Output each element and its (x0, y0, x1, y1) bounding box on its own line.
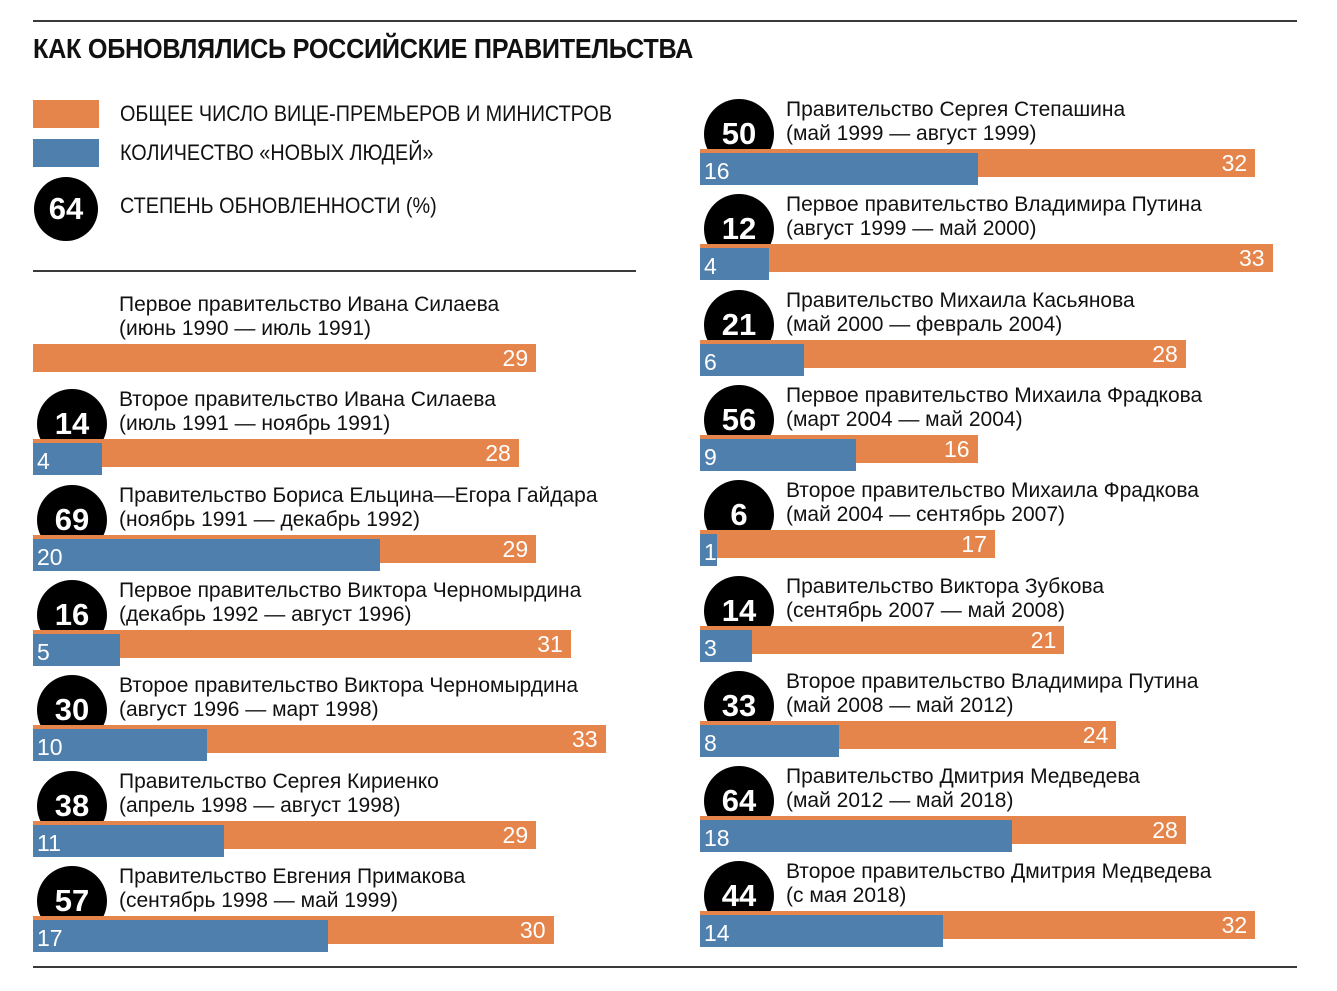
bar-new (700, 248, 770, 281)
government-period: (ноябрь 1991 — декабрь 1992) (119, 507, 420, 531)
bar-new (700, 724, 839, 757)
government-period: (май 2000 — февраль 2004) (786, 312, 1063, 336)
bar-new-label: 5 (37, 638, 50, 665)
bar-total-label: 32 (1221, 912, 1248, 939)
bar-new-label: 6 (704, 348, 717, 375)
government-period: (апрель 1998 — август 1998) (119, 793, 401, 817)
legend-label-total: ОБЩЕЕ ЧИСЛО ВИЦЕ-ПРЕМЬЕРОВ И МИНИСТРОВ (120, 101, 613, 126)
bar-new-label: 4 (37, 448, 50, 475)
bar-new (700, 343, 805, 376)
bar-new-label: 17 (37, 924, 63, 951)
bar-total (33, 629, 571, 658)
government-period: (июль 1991 — ноябрь 1991) (119, 412, 391, 436)
bar-total-label: 32 (1221, 150, 1248, 176)
bar-new (33, 729, 207, 762)
government-name: Правительство Бориса Ельцина—Егора Гайда… (119, 483, 598, 507)
bar-total (33, 344, 537, 372)
government-period: (май 2008 — май 2012) (786, 693, 1014, 717)
bar-new (700, 153, 978, 185)
bar-total-label: 28 (485, 440, 511, 467)
bar-total-label: 24 (1082, 721, 1109, 748)
government-name: Правительство Сергея Степашина (786, 98, 1126, 121)
bar-total-label: 17 (961, 531, 987, 558)
legend-swatch-total (33, 100, 99, 128)
government-name: Правительство Виктора Зубкова (786, 574, 1105, 598)
bar-new (33, 633, 120, 666)
government-name: Правительство Сергея Кириенко (119, 769, 439, 793)
chart-title: КАК ОБНОВЛЯЛИСЬ РОССИЙСКИЕ ПРАВИТЕЛЬСТВА (33, 33, 694, 64)
bar-total-label: 28 (1152, 817, 1178, 844)
government-period: (сентябрь 1998 — май 1999) (119, 888, 399, 912)
bar-total-label: 29 (502, 535, 529, 562)
government-period: (сентябрь 2007 — май 2008) (786, 598, 1066, 622)
bar-new-label: 10 (37, 734, 63, 761)
bar-new-label: 11 (37, 829, 61, 856)
government-name: Правительство Михаила Касьянова (786, 288, 1135, 312)
bar-new-label: 16 (704, 158, 730, 184)
bar-new (700, 820, 1013, 853)
legend-swatch-new (33, 139, 99, 167)
government-period: (июнь 1990 — июль 1991) (119, 317, 371, 340)
bar-total (33, 439, 519, 468)
bar-new-label: 20 (37, 543, 63, 570)
bar-new (33, 538, 380, 571)
government-name: Второе правительство Михаила Фрадкова (786, 479, 1199, 503)
government-period: (август 1999 — май 2000) (786, 217, 1037, 241)
bar-new (700, 438, 857, 471)
bar-new (33, 824, 224, 857)
government-name: Правительство Евгения Примакова (119, 864, 466, 888)
bar-total-label: 30 (519, 916, 546, 943)
bar-new (700, 915, 943, 948)
bar-new (33, 919, 328, 952)
government-period: (с мая 2018) (786, 884, 907, 908)
government-name: Второе правительство Дмитрия Медведева (786, 860, 1212, 884)
government-name: Второе правительство Ивана Силаева (119, 388, 496, 412)
government-period: (май 2004 — сентябрь 2007) (786, 503, 1066, 527)
government-name: Второе правительство Виктора Черномырдин… (119, 674, 579, 698)
bar-total (700, 625, 1065, 654)
bar-total (700, 530, 995, 559)
government-period: (май 1999 — август 1999) (786, 122, 1037, 145)
government-name: Первое правительство Виктора Черномырдин… (119, 578, 582, 602)
legend-renewal-circle: 64 (34, 177, 98, 241)
government-name: Первое правительство Владимира Путина (786, 193, 1202, 217)
government-name: Первое правительство Ивана Силаева (119, 293, 500, 316)
government-name: Второе правительство Владимира Путина (786, 669, 1199, 693)
bar-total-label: 28 (1152, 340, 1178, 367)
government-period: (декабрь 1992 — август 1996) (119, 602, 412, 626)
bar-total (700, 244, 1273, 273)
bar-new-label: 4 (704, 253, 717, 280)
bar-new-label: 1 (704, 539, 717, 566)
bottom-rule (33, 966, 1297, 968)
legend-label-renewal: СТЕПЕНЬ ОБНОВЛЕННОСТИ (%) (120, 193, 437, 218)
bar-new-label: 14 (704, 920, 730, 947)
government-period: (август 1996 — март 1998) (119, 698, 379, 722)
bar-new-label: 8 (704, 729, 717, 756)
bar-new (700, 534, 718, 567)
bar-total-label: 21 (1030, 626, 1057, 653)
legend-divider (33, 270, 636, 272)
bar-new-label: 9 (704, 443, 717, 470)
bar-total-label: 29 (502, 821, 529, 848)
legend-label-new: КОЛИЧЕСТВО «НОВЫХ ЛЮДЕЙ» (120, 140, 434, 165)
bar-total-label: 33 (1238, 245, 1265, 272)
government-period: (март 2004 — май 2004) (786, 407, 1023, 431)
bar-total-label: 29 (502, 345, 529, 371)
government-period: (май 2012 — май 2018) (786, 789, 1014, 813)
bar-new-label: 18 (704, 825, 730, 852)
government-name: Первое правительство Михаила Фрадкова (786, 383, 1203, 407)
bar-total-label: 16 (944, 435, 970, 462)
government-name: Правительство Дмитрия Медведева (786, 765, 1140, 789)
bar-total-label: 31 (537, 630, 563, 657)
bar-total-label: 33 (571, 726, 598, 753)
bar-new (33, 443, 103, 476)
top-rule (33, 20, 1297, 22)
bar-new-label: 3 (704, 634, 717, 661)
bar-new (700, 629, 753, 662)
